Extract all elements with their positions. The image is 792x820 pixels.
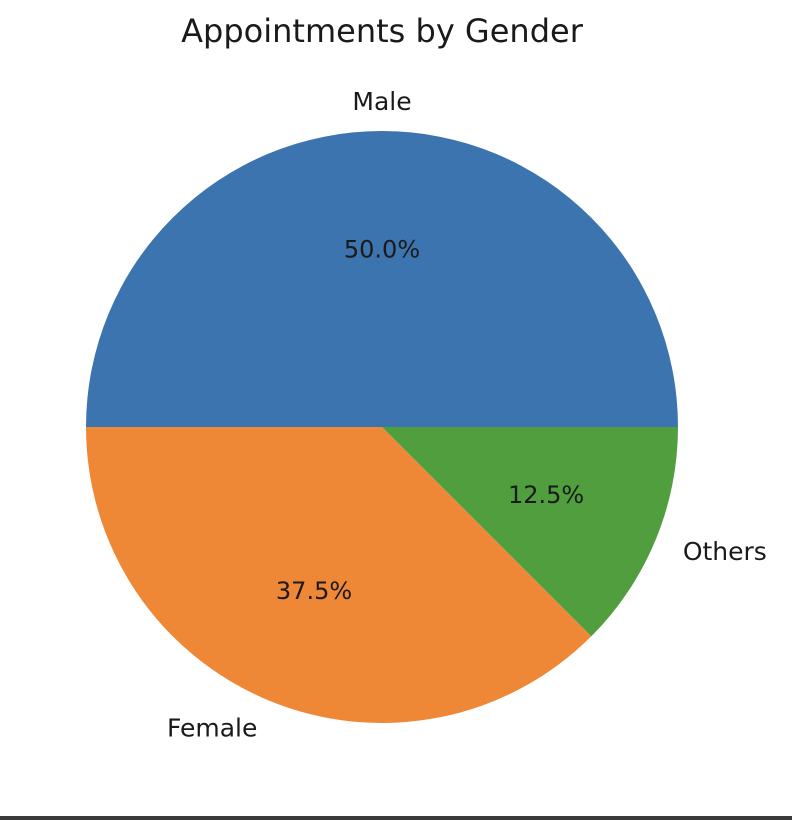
pie-percent-label-others: 12.5% (508, 481, 584, 509)
pie-percent-label-male: 50.0% (344, 235, 420, 263)
pie-category-label-female: Female (167, 713, 257, 742)
chart-title: Appointments by Gender (181, 12, 584, 50)
bottom-divider (0, 816, 792, 820)
pie-category-label-male: Male (352, 87, 411, 116)
pie-slice-male (86, 131, 678, 427)
pie-percent-label-female: 37.5% (276, 577, 352, 605)
pie-slices (86, 131, 678, 723)
pie-labels: 50.0% Male 37.5% Female 12.5% Others (167, 87, 767, 742)
pie-slice-others (382, 427, 678, 637)
pie-category-label-others: Others (683, 537, 767, 566)
pie-slice-female (86, 427, 592, 723)
